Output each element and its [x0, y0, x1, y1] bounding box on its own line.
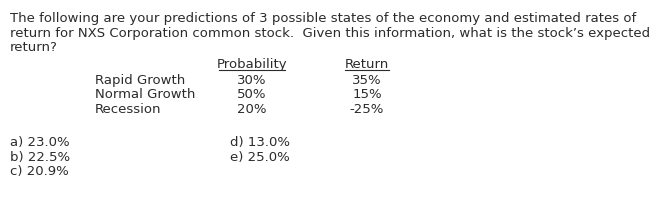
Text: 15%: 15%: [352, 88, 382, 101]
Text: Normal Growth: Normal Growth: [95, 88, 196, 101]
Text: Rapid Growth: Rapid Growth: [95, 74, 185, 87]
Text: 20%: 20%: [237, 103, 266, 116]
Text: Return: Return: [345, 58, 389, 71]
Text: 50%: 50%: [237, 88, 266, 101]
Text: d) 13.0%: d) 13.0%: [230, 136, 290, 149]
Text: 30%: 30%: [237, 74, 266, 87]
Text: a) 23.0%: a) 23.0%: [10, 136, 70, 149]
Text: Probability: Probability: [216, 58, 287, 71]
Text: b) 22.5%: b) 22.5%: [10, 150, 70, 164]
Text: The following are your predictions of 3 possible states of the economy and estim: The following are your predictions of 3 …: [10, 12, 636, 25]
Text: c) 20.9%: c) 20.9%: [10, 165, 69, 178]
Text: -25%: -25%: [350, 103, 384, 116]
Text: return?: return?: [10, 41, 58, 54]
Text: 35%: 35%: [352, 74, 382, 87]
Text: return for NXS Corporation common stock.  Given this information, what is the st: return for NXS Corporation common stock.…: [10, 26, 650, 39]
Text: e) 25.0%: e) 25.0%: [230, 150, 290, 164]
Text: Recession: Recession: [95, 103, 161, 116]
